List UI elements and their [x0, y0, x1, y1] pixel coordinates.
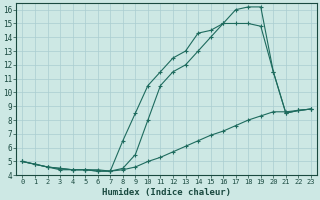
X-axis label: Humidex (Indice chaleur): Humidex (Indice chaleur): [102, 188, 231, 197]
